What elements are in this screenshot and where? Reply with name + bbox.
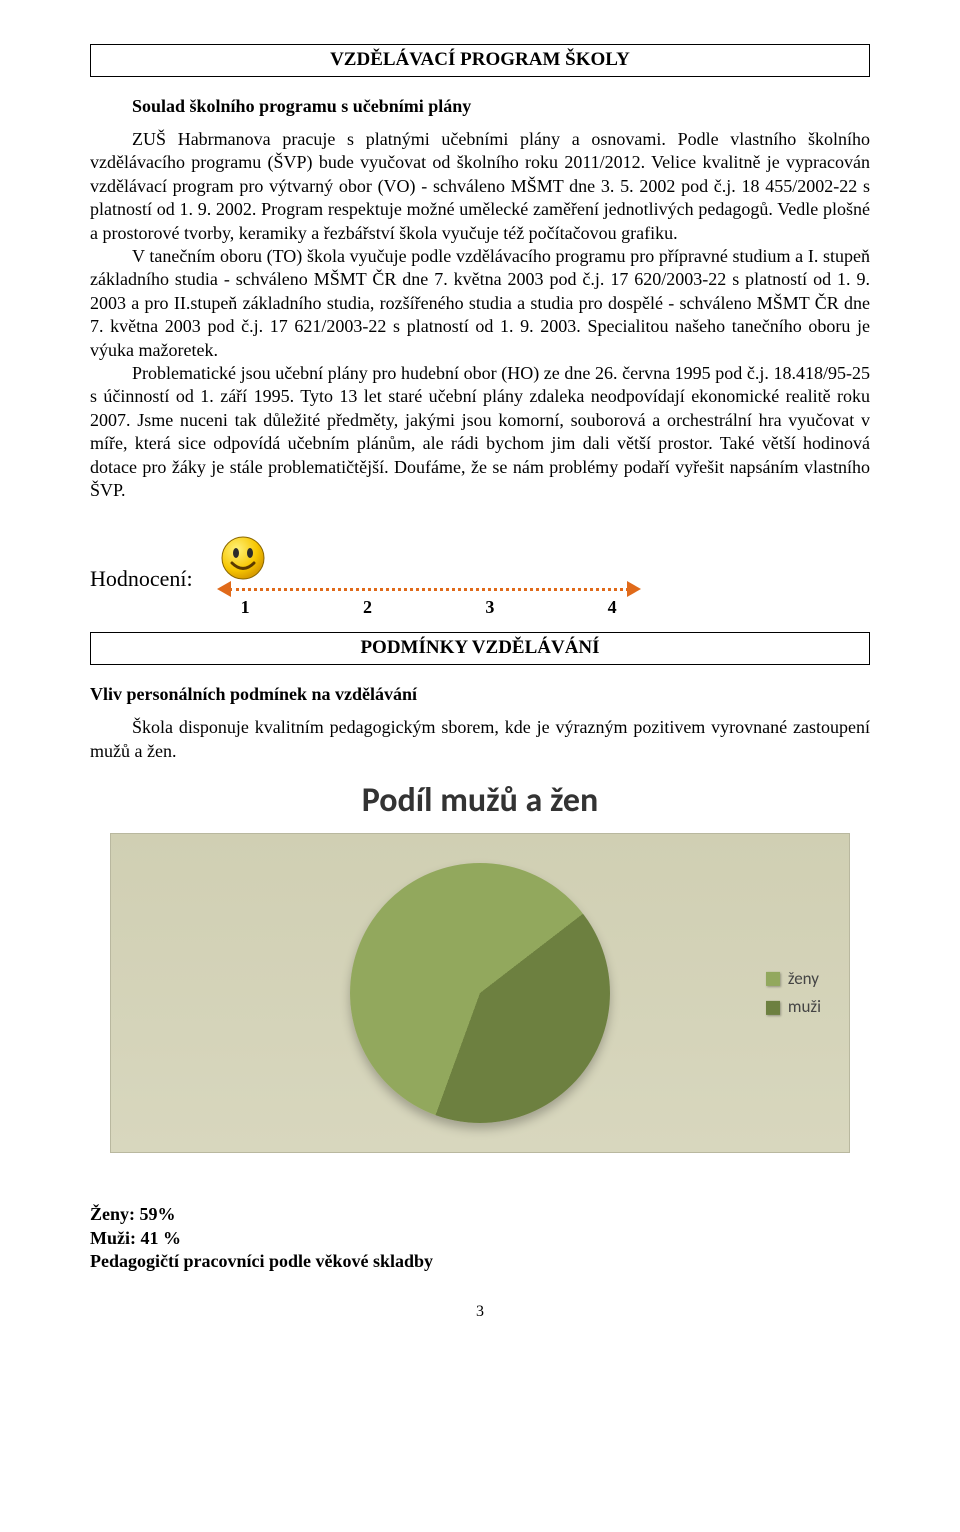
pie-chart-container: ženy muži bbox=[110, 833, 850, 1153]
section-heading-program: VZDĚLÁVACÍ PROGRAM ŠKOLY bbox=[90, 44, 870, 77]
scale-line-wrap: 1 2 3 4 bbox=[229, 578, 629, 610]
rating-scale: 1 2 3 4 bbox=[229, 534, 629, 610]
subheading-soulad: Soulad školního programu s učebními plán… bbox=[90, 95, 870, 118]
page-number: 3 bbox=[90, 1302, 870, 1323]
legend-label: muži bbox=[788, 996, 821, 1018]
scale-tick: 4 bbox=[608, 596, 617, 619]
scale-tick: 3 bbox=[485, 596, 494, 619]
stat-zeny: Ženy: 59% bbox=[90, 1203, 870, 1226]
rating-label: Hodnocení: bbox=[90, 565, 193, 594]
legend-swatch-icon bbox=[766, 1000, 780, 1014]
stat-muzi: Muži: 41 % bbox=[90, 1227, 870, 1250]
legend-item-zeny: ženy bbox=[766, 968, 821, 990]
subheading-vliv: Vliv personálních podmínek na vzdělávání bbox=[90, 683, 870, 706]
scale-arrow-right-icon bbox=[627, 581, 641, 597]
paragraph-2: V tanečním oboru (TO) škola vyučuje podl… bbox=[90, 245, 870, 362]
stat-pedagogove-heading: Pedagogičtí pracovníci podle věkové skla… bbox=[90, 1250, 870, 1273]
chart-legend: ženy muži bbox=[766, 962, 821, 1024]
stats-block: Ženy: 59% Muži: 41 % Pedagogičtí pracovn… bbox=[90, 1203, 870, 1273]
paragraph-4: Škola disponuje kvalitním pedagogickým s… bbox=[90, 716, 870, 763]
pie-chart bbox=[350, 863, 610, 1123]
scale-tick: 1 bbox=[241, 596, 250, 619]
rating-row: Hodnocení: 1 2 3 4 bbox=[90, 534, 870, 610]
paragraph-3: Problematické jsou učební plány pro hude… bbox=[90, 362, 870, 502]
scale-numbers: 1 2 3 4 bbox=[229, 596, 629, 619]
legend-item-muzi: muži bbox=[766, 996, 821, 1018]
legend-swatch-icon bbox=[766, 972, 780, 986]
scale-tick: 2 bbox=[363, 596, 372, 619]
paragraph-1: ZUŠ Habrmanova pracuje s platnými učební… bbox=[90, 128, 870, 245]
legend-label: ženy bbox=[788, 968, 819, 990]
chart-title: Podíl mužů a žen bbox=[90, 779, 870, 823]
smiley-icon bbox=[219, 534, 267, 582]
scale-dotted-line bbox=[229, 588, 629, 591]
section-heading-podminky: PODMÍNKY VZDĚLÁVÁNÍ bbox=[90, 632, 870, 665]
